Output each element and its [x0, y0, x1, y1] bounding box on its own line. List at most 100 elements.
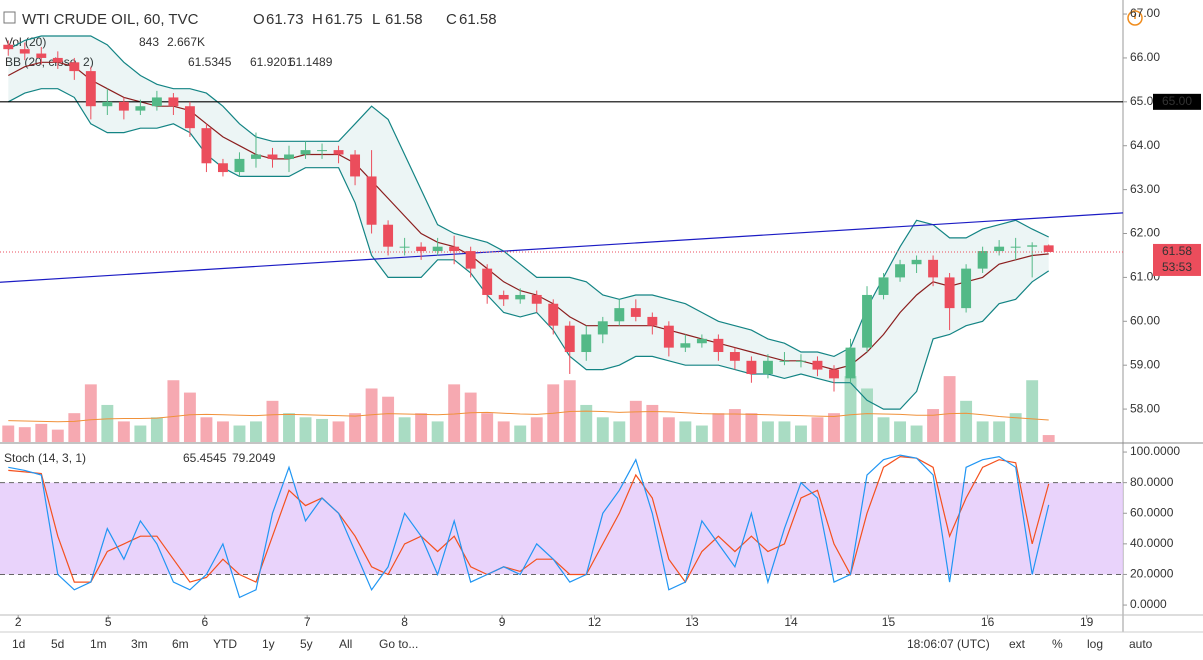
volume-bar	[943, 376, 956, 442]
toolbar-option[interactable]: auto	[1129, 637, 1153, 651]
stoch-tick-label: 60.0000	[1130, 505, 1174, 519]
toolbar-button[interactable]: YTD	[213, 637, 237, 651]
volume-bar	[662, 417, 675, 442]
volume-bar	[349, 413, 362, 442]
candle-body	[135, 106, 146, 111]
bb-fill	[8, 36, 1049, 410]
toolbar-option[interactable]: %	[1052, 637, 1063, 651]
volume-bar	[481, 413, 494, 442]
volume-bar	[1009, 413, 1022, 442]
ohlc-letter: O	[253, 11, 265, 28]
volume-bar	[679, 421, 692, 442]
volume-bar	[415, 413, 428, 442]
candle-body	[911, 259, 922, 265]
trend-line	[0, 212, 1124, 283]
candle-body	[581, 334, 592, 353]
warning-icon[interactable]	[1127, 10, 1143, 26]
volume-bar	[266, 400, 279, 442]
toolbar-button[interactable]: Go to...	[379, 637, 418, 651]
candle-body	[482, 268, 493, 295]
y-tick-label: 67.00	[1130, 6, 1160, 20]
stoch-d	[8, 455, 1050, 584]
last-price-label: 61.58	[1162, 244, 1192, 258]
candle-body	[895, 264, 906, 278]
toolbar-button[interactable]: 1d	[12, 637, 25, 651]
volume-bar	[695, 425, 708, 442]
toolbar-button[interactable]: 5y	[300, 637, 313, 651]
stoch-k-value: 65.4545	[183, 451, 227, 465]
bb-upper-value: 61.9201	[250, 55, 294, 69]
volume-bar	[761, 421, 774, 442]
volume-bar	[117, 421, 130, 442]
volume-bar	[233, 425, 246, 442]
ohlc-value: 61.73	[266, 11, 304, 28]
volume-bar	[811, 417, 824, 442]
candle-body	[597, 321, 608, 335]
volume-bar	[1042, 435, 1055, 442]
candle-body	[366, 176, 377, 225]
volume-bar	[927, 409, 940, 442]
candle-body	[1043, 245, 1054, 252]
candle-body	[630, 308, 641, 317]
toolbar-button[interactable]: All	[339, 637, 352, 651]
candle-body	[779, 360, 790, 362]
candle-body	[713, 338, 724, 353]
toolbar-option[interactable]: ext	[1009, 637, 1026, 651]
x-tick-label: 13	[685, 615, 699, 629]
hline-label-box	[1153, 93, 1201, 110]
collapse-icon[interactable]	[3, 11, 16, 24]
x-tick-label: 7	[304, 615, 311, 629]
volume-ma	[8, 410, 1049, 423]
countdown: 53:53	[1162, 260, 1192, 274]
candle-body	[762, 360, 773, 374]
toolbar-option[interactable]: log	[1087, 637, 1103, 651]
candle-body	[300, 150, 311, 155]
toolbar-button[interactable]: 6m	[172, 637, 189, 651]
y-tick-label: 60.00	[1130, 313, 1160, 327]
volume-bar	[316, 418, 328, 442]
volume-bar	[2, 425, 15, 442]
candle-body	[564, 325, 575, 353]
volume-bar	[84, 384, 97, 442]
bb-mid	[8, 61, 1049, 371]
toolbar-button[interactable]: 3m	[131, 637, 148, 651]
y-tick-label: 65.00	[1130, 94, 1160, 108]
x-tick-label: 2	[15, 615, 22, 629]
x-tick-label: 6	[201, 615, 208, 629]
ohlc-letter: C	[446, 11, 457, 28]
toolbar-button[interactable]: 1m	[90, 637, 107, 651]
y-tick-label: 62.00	[1130, 226, 1160, 240]
candle-body	[184, 106, 195, 129]
volume-bar	[877, 417, 890, 442]
x-tick-label: 16	[981, 615, 995, 629]
candle-body	[663, 325, 674, 348]
volume-bar	[728, 409, 741, 442]
volume-bar	[134, 425, 147, 442]
candle-body	[862, 294, 872, 348]
volume-bar	[101, 404, 114, 442]
volume-bar	[68, 413, 81, 442]
ohlc-letter: L	[372, 11, 380, 28]
volume-bar	[894, 421, 907, 442]
volume-bar	[778, 421, 791, 442]
toolbar-button[interactable]: 1y	[262, 637, 275, 651]
candle-body	[449, 246, 460, 252]
bb-lower	[8, 88, 1050, 410]
candle-body	[3, 44, 14, 50]
y-tick-label: 59.00	[1130, 357, 1160, 371]
x-tick-label: 14	[784, 615, 798, 629]
volume-bar	[844, 376, 857, 442]
volume-bar	[795, 425, 807, 442]
candle-body	[102, 101, 113, 107]
candle-body	[796, 360, 806, 362]
volume-bar	[332, 421, 345, 442]
volume-bar	[200, 417, 213, 442]
toolbar-button[interactable]: 5d	[51, 637, 64, 651]
y-tick-label: 61.00	[1130, 270, 1160, 284]
volume-bar	[250, 421, 262, 442]
volume-bar	[910, 425, 923, 442]
volume-bar	[299, 417, 312, 442]
volume-bar	[35, 423, 48, 442]
stoch-tick-label: 0.0000	[1130, 597, 1167, 611]
candle-body	[399, 246, 410, 248]
